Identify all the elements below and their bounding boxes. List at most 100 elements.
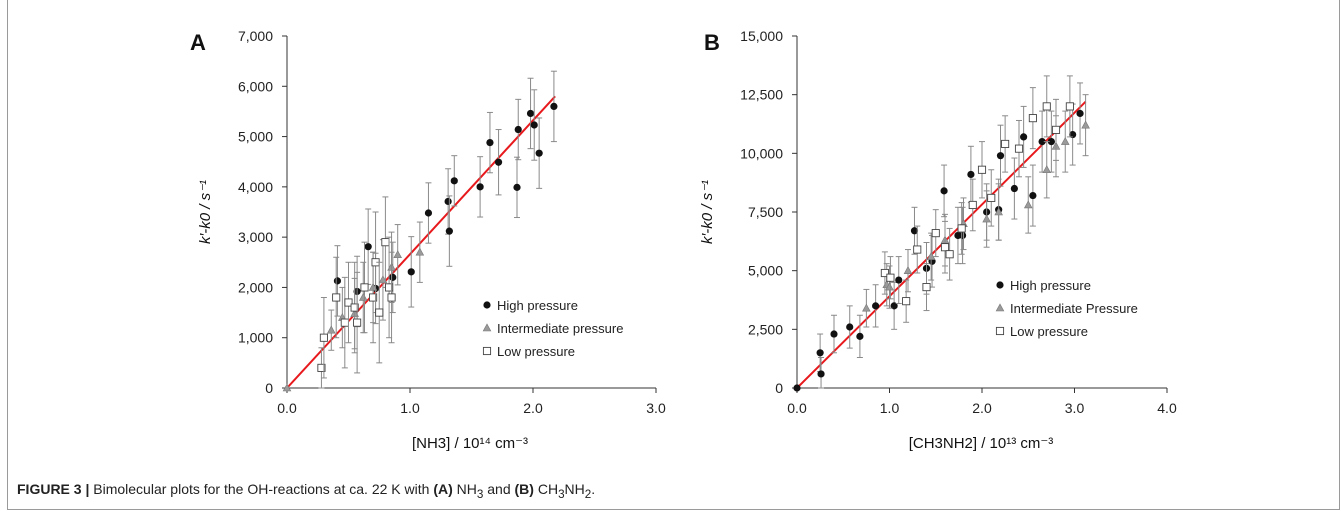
data-point (880, 268, 889, 278)
legend-marker (482, 323, 492, 332)
caption-species-b-sub2: 2 (584, 487, 592, 501)
caption-species-b: CH (533, 481, 559, 497)
x-tick-label: 1.0 (880, 400, 900, 416)
legend-label: High pressure (1010, 278, 1091, 293)
x-tick-label: 3.0 (646, 400, 666, 416)
data-point (913, 245, 922, 254)
data-point (389, 273, 397, 281)
data-point (895, 276, 903, 284)
data-point (1051, 125, 1061, 134)
data-point (326, 325, 336, 334)
data-point (1029, 191, 1037, 200)
caption-species-b-mid: NH (564, 481, 585, 497)
y-tick-label: 4,000 (238, 179, 273, 195)
panel-label: A (190, 30, 206, 55)
data-point (1010, 184, 1018, 193)
legend-label: Intermediate Pressure (1010, 301, 1138, 316)
legend-label: Low pressure (497, 344, 575, 359)
data-point (982, 214, 991, 223)
data-point (424, 209, 433, 217)
data-point (415, 247, 425, 256)
data-point (385, 283, 394, 292)
data-point (514, 125, 522, 134)
data-point (1060, 136, 1070, 145)
data-point (830, 330, 838, 338)
data-point (1020, 133, 1028, 141)
data-point (387, 293, 396, 302)
data-point (902, 297, 911, 306)
data-point (450, 177, 458, 185)
data-point (340, 318, 349, 327)
data-point (444, 197, 452, 206)
data-point (817, 370, 825, 378)
data-point (968, 200, 977, 210)
y-tick-label: 7,000 (238, 28, 273, 44)
data-point (353, 318, 362, 327)
data-point (381, 238, 390, 247)
data-point (846, 323, 854, 331)
y-tick-label: 6,000 (238, 78, 273, 94)
caption-figure-label: FIGURE 3 | (17, 481, 90, 497)
data-point (350, 303, 359, 312)
data-point (332, 293, 341, 302)
data-point (945, 250, 954, 259)
x-tick-label: 0.0 (787, 400, 807, 416)
data-point (890, 302, 898, 310)
data-point (317, 363, 326, 372)
legend-label: Intermediate pressure (497, 321, 623, 336)
x-tick-label: 2.0 (523, 400, 543, 416)
caption-text: Bimolecular plots for the OH-reactions a… (89, 481, 434, 497)
legend: High pressure Intermediate pressure Low pr… (482, 298, 623, 359)
data-point (535, 149, 543, 157)
data-point (550, 102, 558, 110)
data-point (994, 207, 1003, 216)
series-high-pressure (793, 82, 1084, 392)
panel-label: B (704, 30, 720, 55)
series-low-pressure (317, 196, 396, 389)
legend-marker (996, 281, 1004, 289)
data-point (957, 224, 966, 233)
y-tick-label: 2,500 (748, 321, 783, 337)
data-point (996, 152, 1005, 160)
chart-panel-a: A 0 1,000 2,000 3,000 4,000 5,000 6,000 7,000 0.0… (190, 28, 666, 452)
data-point (358, 292, 368, 301)
data-point (856, 332, 864, 340)
data-point (931, 229, 940, 238)
y-tick-label: 1,000 (238, 330, 273, 346)
data-point (494, 158, 503, 166)
data-point (886, 273, 895, 282)
legend-marker (995, 303, 1005, 312)
data-point (476, 183, 484, 191)
y-axis-title: k′-k0 / s⁻¹ (699, 180, 716, 244)
y-tick-label: 2,000 (238, 279, 273, 295)
data-point (977, 165, 987, 174)
data-point (816, 349, 824, 357)
data-point (862, 303, 871, 312)
data-point (922, 283, 931, 292)
data-point (333, 277, 342, 285)
caption-end: . (591, 481, 596, 497)
y-tick-label: 3,000 (238, 229, 273, 245)
data-point (910, 227, 919, 235)
caption-species-a-sub: 3 (476, 487, 484, 501)
data-point (967, 170, 975, 179)
legend-marker (995, 326, 1005, 336)
data-point (378, 275, 388, 284)
y-tick-label: 0 (775, 380, 783, 396)
data-point (1042, 165, 1052, 174)
data-point (1065, 102, 1074, 111)
y-tick-label: 7,500 (748, 204, 783, 220)
data-point (445, 227, 453, 235)
y-tick-label: 5,000 (238, 129, 273, 145)
legend-label: High pressure (497, 298, 578, 313)
data-point (885, 282, 894, 291)
y-tick-label: 5,000 (748, 263, 783, 279)
data-point (1081, 120, 1090, 129)
caption-and: and (483, 481, 515, 497)
x-axis-title: [CH3NH2] / 10¹³ cm⁻³ (909, 435, 1054, 452)
chart-panel-b: B 0 2,500 5,000 7,500 10,000 12,500 15,000 0.0 1.… (699, 28, 1177, 452)
data-point (1001, 139, 1010, 148)
data-point (903, 266, 913, 274)
x-tick-label: 2.0 (972, 400, 992, 416)
y-tick-label: 15,000 (740, 28, 783, 44)
